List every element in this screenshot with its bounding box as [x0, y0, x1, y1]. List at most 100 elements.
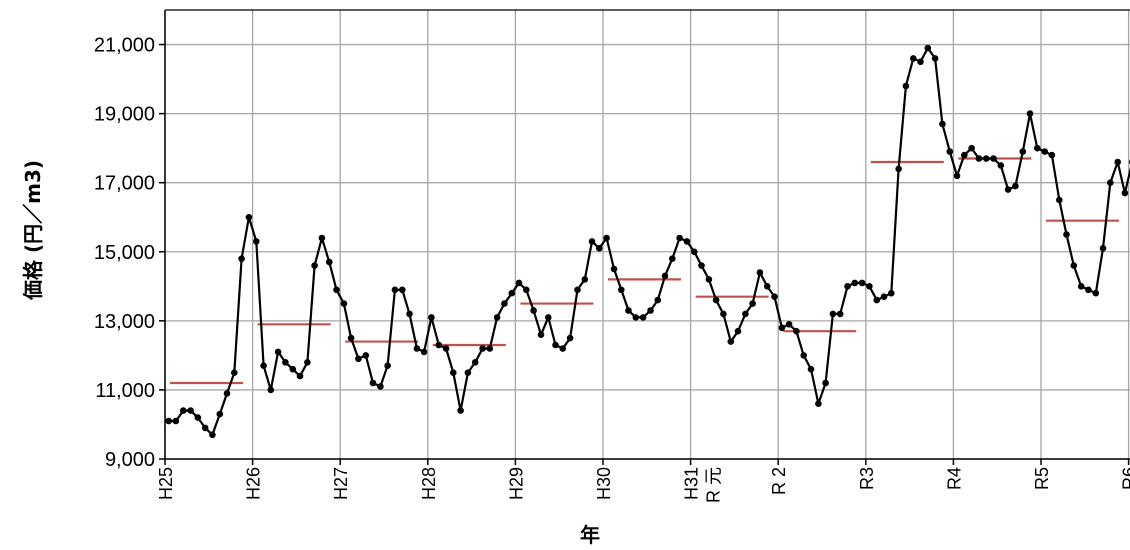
price-point — [815, 400, 822, 408]
price-point — [691, 248, 698, 256]
price-point — [369, 379, 377, 387]
price-point — [1114, 158, 1121, 166]
price-point — [399, 286, 406, 294]
price-point — [771, 293, 778, 301]
price-point — [172, 417, 180, 425]
price-point — [574, 286, 581, 294]
price-point — [712, 296, 720, 304]
price-point — [260, 362, 267, 370]
y-tick-label: 19,000 — [94, 104, 155, 126]
price-series — [165, 44, 1130, 439]
price-point — [661, 272, 669, 280]
price-point — [997, 162, 1005, 169]
x-tick-label: R 2 — [769, 467, 789, 495]
price-point — [187, 407, 194, 414]
price-point — [939, 120, 946, 128]
price-point — [654, 296, 662, 304]
x-tick-label: R4 — [944, 467, 964, 490]
y-tick-label: 13,000 — [94, 311, 155, 333]
x-tick-label: H31 — [682, 467, 702, 500]
price-point — [822, 379, 829, 387]
price-point — [588, 238, 596, 245]
price-point — [428, 314, 435, 321]
price-point — [1085, 286, 1092, 294]
price-point — [975, 155, 983, 162]
price-point — [1048, 151, 1056, 159]
price-point — [282, 359, 289, 366]
price-point — [231, 369, 238, 377]
price-point — [194, 414, 202, 421]
price-point — [647, 307, 654, 314]
price-point — [245, 213, 253, 221]
price-point — [165, 417, 172, 425]
price-point — [1092, 289, 1100, 297]
price-point — [1034, 144, 1041, 152]
price-point — [749, 300, 756, 307]
price-point — [676, 234, 683, 242]
annual-average-series — [170, 157, 1119, 385]
price-point — [296, 372, 304, 380]
price-point — [216, 410, 224, 418]
price-point — [457, 407, 464, 414]
price-point — [362, 352, 370, 359]
price-point — [1107, 179, 1114, 186]
price-point — [201, 424, 209, 432]
price-point — [486, 345, 494, 352]
price-point — [479, 345, 486, 352]
price-point — [639, 314, 647, 321]
price-point — [581, 276, 589, 283]
price-point — [530, 307, 537, 314]
price-point — [610, 265, 618, 273]
price-point — [632, 314, 640, 321]
price-point — [961, 151, 968, 159]
axes — [159, 9, 1130, 465]
price-point — [800, 352, 807, 359]
price-point — [785, 321, 793, 328]
price-point — [1070, 262, 1078, 269]
x-tick-labels: H25 H26 H27 H28 H29 H30 H31 R 元 R 2 R3 R4 R5 R6 — [156, 467, 1130, 503]
price-point — [858, 279, 866, 287]
price-point — [515, 279, 523, 287]
price-point — [763, 283, 771, 290]
price-point — [340, 300, 348, 307]
price-point — [523, 286, 530, 294]
price-point — [326, 258, 333, 266]
price-point — [734, 327, 742, 335]
x-tick-label: H27 — [331, 467, 351, 500]
price-point — [223, 390, 231, 397]
price-point — [238, 255, 245, 262]
price-point — [304, 359, 311, 366]
price-point — [669, 255, 676, 262]
price-line — [168, 46, 1130, 436]
price-point — [1019, 148, 1027, 155]
price-point — [888, 289, 895, 297]
price-point — [851, 279, 859, 287]
price-point — [274, 348, 282, 356]
price-point — [953, 172, 961, 180]
price-point — [508, 289, 516, 297]
price-point — [333, 286, 340, 294]
price-point — [1012, 182, 1019, 190]
price-point — [559, 345, 567, 352]
price-point — [493, 314, 501, 321]
price-point — [267, 386, 275, 394]
y-tick-labels: 9,000 11,000 13,000 15,000 17,000 19,000 21,00… — [94, 35, 155, 471]
price-point — [807, 365, 815, 373]
price-point — [983, 155, 990, 162]
price-point — [910, 55, 917, 62]
price-point — [347, 334, 355, 342]
price-point — [377, 383, 384, 390]
price-point — [180, 407, 187, 414]
price-point — [1041, 148, 1048, 155]
x-axis-title: 年 — [580, 523, 600, 547]
price-point — [537, 331, 545, 339]
price-point — [464, 369, 472, 377]
x-tick-label: H29 — [506, 467, 526, 500]
gridlines — [164, 10, 1130, 460]
price-point — [384, 362, 391, 370]
price-point — [1026, 110, 1034, 117]
y-tick-label: 15,000 — [94, 242, 155, 264]
price-point — [252, 238, 260, 245]
y-tick-label: 11,000 — [95, 380, 155, 402]
